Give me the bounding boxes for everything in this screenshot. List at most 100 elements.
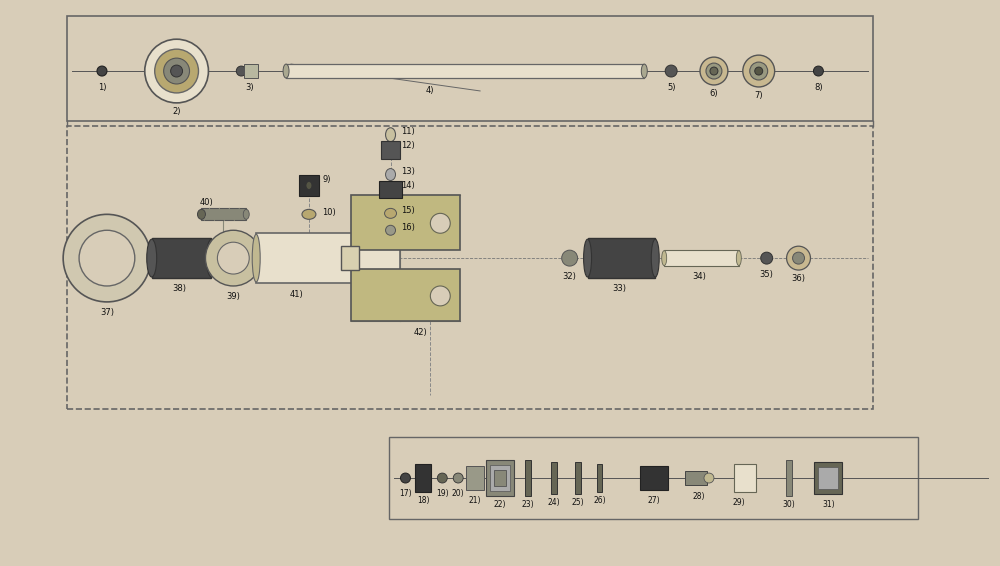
Ellipse shape — [386, 128, 396, 142]
Text: 24): 24) — [547, 498, 560, 507]
Bar — [597, 464, 602, 492]
Ellipse shape — [283, 64, 289, 78]
Ellipse shape — [197, 209, 205, 219]
Ellipse shape — [736, 251, 741, 265]
Text: 40): 40) — [200, 199, 213, 207]
Text: 12): 12) — [402, 141, 415, 149]
Bar — [152, 238, 211, 278]
Circle shape — [710, 67, 718, 75]
Bar — [466, 466, 484, 490]
Bar — [685, 471, 707, 485]
Bar — [389, 438, 918, 519]
Circle shape — [700, 57, 728, 85]
Text: 2): 2) — [172, 107, 181, 116]
Bar — [351, 195, 460, 250]
Bar — [490, 465, 510, 491]
Bar — [486, 460, 514, 496]
Circle shape — [706, 63, 722, 79]
Ellipse shape — [147, 239, 157, 277]
Text: 30): 30) — [782, 500, 795, 509]
Text: 35): 35) — [760, 270, 774, 279]
Ellipse shape — [243, 209, 249, 219]
Circle shape — [665, 65, 677, 77]
Text: 19): 19) — [436, 489, 449, 498]
Text: 4): 4) — [426, 86, 435, 95]
Circle shape — [453, 473, 463, 483]
Circle shape — [813, 66, 823, 76]
Circle shape — [430, 213, 450, 233]
Text: 17): 17) — [399, 489, 412, 498]
Bar — [640, 466, 668, 490]
Circle shape — [236, 66, 246, 76]
Bar — [588, 238, 655, 278]
Ellipse shape — [651, 239, 659, 277]
Bar — [525, 460, 531, 496]
Bar — [341, 246, 359, 270]
Circle shape — [787, 246, 810, 270]
Bar — [379, 181, 402, 199]
Circle shape — [793, 252, 804, 264]
Text: 23): 23) — [522, 500, 534, 509]
Circle shape — [79, 230, 135, 286]
Ellipse shape — [584, 239, 592, 277]
Ellipse shape — [206, 239, 216, 277]
Ellipse shape — [302, 209, 316, 219]
Ellipse shape — [386, 225, 396, 235]
Text: 29): 29) — [733, 498, 745, 507]
Text: 13): 13) — [402, 166, 415, 175]
Text: 21): 21) — [469, 496, 481, 505]
Bar — [734, 464, 756, 492]
Bar — [415, 464, 431, 492]
Text: 10): 10) — [322, 208, 336, 217]
Text: 36): 36) — [792, 274, 806, 283]
Text: 14): 14) — [402, 181, 415, 190]
Ellipse shape — [386, 169, 396, 181]
Bar — [818, 467, 838, 489]
Bar — [201, 208, 246, 220]
Text: 7): 7) — [754, 91, 763, 100]
Ellipse shape — [641, 64, 647, 78]
Circle shape — [171, 65, 183, 77]
Circle shape — [430, 286, 450, 306]
Text: 16): 16) — [402, 224, 415, 232]
Bar — [494, 470, 506, 486]
Circle shape — [437, 473, 447, 483]
Bar — [575, 462, 581, 494]
Text: 15): 15) — [402, 207, 415, 216]
Text: 27): 27) — [648, 496, 661, 505]
Circle shape — [761, 252, 773, 264]
Text: 3): 3) — [245, 83, 254, 92]
Text: 39): 39) — [226, 292, 240, 301]
Text: 37): 37) — [100, 308, 114, 317]
Bar — [814, 462, 842, 494]
Ellipse shape — [306, 182, 312, 190]
Circle shape — [750, 62, 768, 80]
Text: 1): 1) — [98, 83, 106, 92]
Bar — [786, 460, 792, 496]
Bar — [244, 64, 258, 78]
Ellipse shape — [704, 473, 714, 483]
Circle shape — [155, 49, 198, 93]
Text: 32): 32) — [563, 272, 577, 281]
Text: 9): 9) — [323, 174, 331, 183]
Circle shape — [743, 55, 775, 87]
Circle shape — [205, 230, 261, 286]
Circle shape — [145, 39, 208, 103]
Ellipse shape — [252, 234, 260, 282]
Circle shape — [63, 215, 151, 302]
Bar — [67, 126, 873, 409]
Bar — [381, 141, 400, 158]
Bar — [664, 250, 739, 266]
Text: 8): 8) — [814, 83, 823, 92]
Text: 26): 26) — [593, 496, 606, 505]
Text: 34): 34) — [692, 272, 706, 281]
Bar — [286, 64, 644, 78]
Text: 20): 20) — [452, 489, 465, 498]
Circle shape — [400, 473, 410, 483]
Ellipse shape — [385, 208, 397, 218]
Bar — [551, 462, 557, 494]
Text: 25): 25) — [571, 498, 584, 507]
Bar — [299, 174, 319, 196]
Text: 41): 41) — [289, 290, 303, 299]
Text: 11): 11) — [402, 127, 415, 136]
